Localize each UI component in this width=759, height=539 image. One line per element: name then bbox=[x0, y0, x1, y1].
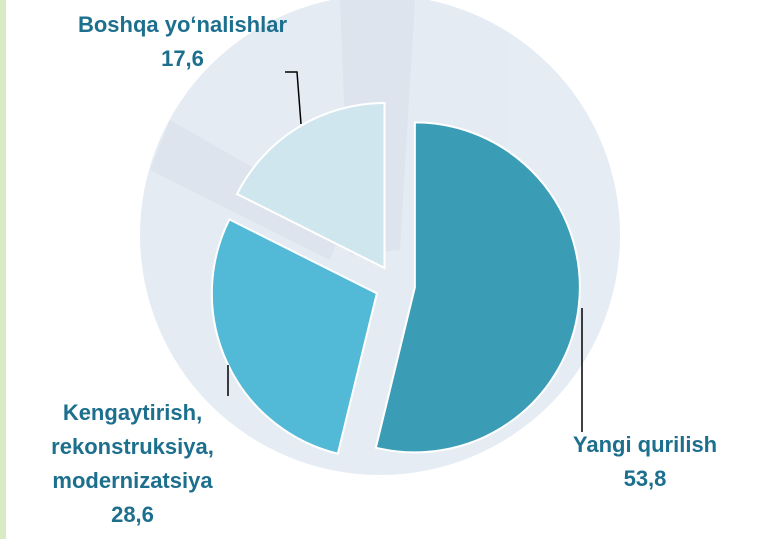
pie bbox=[210, 101, 581, 455]
leader-line bbox=[285, 71, 302, 125]
value-label: 53,8 bbox=[623, 466, 667, 491]
pie-slice bbox=[235, 101, 386, 270]
slice-label: Boshqa yo‘nalishlar 17,6 bbox=[70, 8, 295, 76]
value-label: 17,6 bbox=[161, 46, 204, 71]
pie-slice bbox=[210, 218, 379, 455]
slice-label: Kengaytirish, rekonstruksiya, modernizat… bbox=[0, 396, 265, 532]
pie-slice bbox=[374, 121, 581, 454]
slice-label: Yangi qurilish 53,8 bbox=[510, 428, 759, 496]
value-label: 28,6 bbox=[111, 502, 154, 527]
edge-strip bbox=[0, 0, 6, 539]
category-label: Kengaytirish, rekonstruksiya, modernizat… bbox=[51, 400, 214, 493]
category-label: Yangi qurilish bbox=[572, 432, 718, 457]
category-label: Boshqa yo‘nalishlar bbox=[77, 12, 288, 37]
